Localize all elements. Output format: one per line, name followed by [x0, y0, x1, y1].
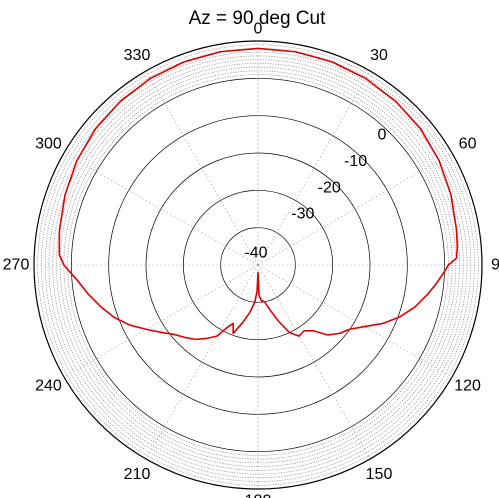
angle-tick-label: 120: [454, 378, 481, 395]
minor-ring: [59, 66, 457, 464]
angle-tick-label: 90: [491, 257, 499, 274]
radial-tick-label: -30: [291, 206, 314, 223]
angle-tick-label: 210: [124, 466, 151, 483]
radial-tick-label: 0: [378, 127, 387, 144]
angle-tick-label: 240: [35, 378, 62, 395]
series-line: [58, 47, 459, 341]
minor-ring: [56, 63, 460, 467]
angle-tick-label: 0: [254, 21, 263, 38]
major-ring: [182, 189, 334, 341]
radial-tick-label: -40: [244, 245, 267, 262]
radial-tick-labels: -40 -30-20-10 0: [244, 127, 386, 262]
angle-tick-label: 150: [366, 466, 393, 483]
minor-ring: [63, 70, 453, 460]
spoke: [145, 264, 259, 460]
spoke: [257, 70, 371, 266]
spoke: [257, 152, 453, 266]
angle-spokes: [34, 41, 482, 489]
angle-tick-label: 60: [459, 136, 477, 153]
angle-tick-label: 300: [35, 136, 62, 153]
angle-tick-label: 180: [245, 493, 272, 498]
outer-ring: [33, 40, 483, 490]
chart-title: Az = 90 deg Cut: [189, 8, 327, 29]
spoke: [145, 70, 259, 266]
spoke: [257, 264, 453, 378]
spoke: [63, 152, 259, 266]
radial-tick-label: -20: [318, 179, 341, 196]
spoke: [63, 264, 259, 378]
angle-tick-labels: 0 30 60 90 120 150 180 210 240 270 300 330: [3, 21, 499, 498]
angle-tick-label: 30: [370, 47, 388, 64]
pattern-series: [58, 47, 459, 341]
major-ring: [70, 77, 446, 453]
spoke: [257, 264, 371, 460]
angle-tick-label: 330: [124, 47, 151, 64]
angle-tick-label: 270: [3, 257, 30, 274]
radial-tick-label: -10: [344, 153, 367, 170]
